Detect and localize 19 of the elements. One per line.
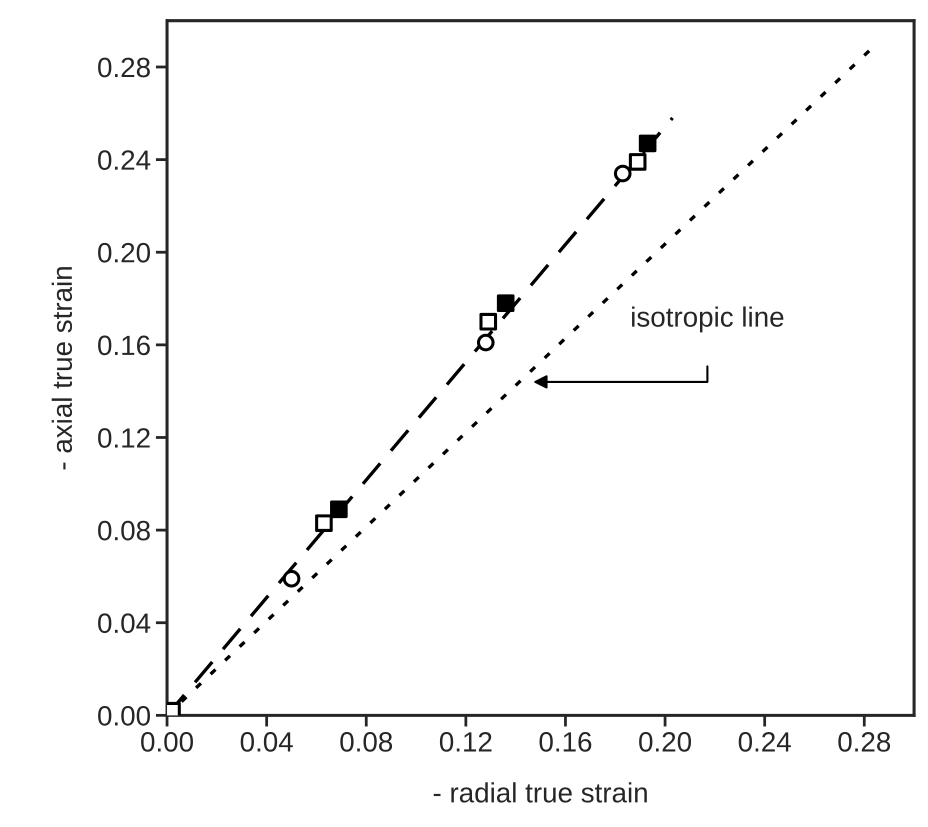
x-tick-label: 0.04 [240, 732, 293, 752]
x-tick-label: 0.00 [141, 732, 193, 752]
y-tick-label: 0.16 [98, 336, 150, 356]
y-tick-label: 0.08 [98, 520, 150, 540]
y-tick-label: 0.12 [98, 428, 150, 448]
y-tick-label: 0.28 [98, 58, 150, 78]
x-tick-label: 0.20 [639, 732, 692, 752]
y-tick-label: 0.00 [98, 706, 150, 726]
x-tick-label: 0.24 [738, 732, 791, 752]
x-tick-label: 0.12 [440, 732, 492, 752]
y-tick-label: 0.20 [98, 242, 150, 263]
y-tick-label: 0.24 [98, 150, 150, 170]
x-tick-label: 0.28 [838, 732, 890, 752]
y-axis-title: - axial true strain [52, 267, 72, 470]
annotation: isotropic line [632, 306, 784, 332]
x-axis-title: - radial true strain [434, 782, 647, 803]
x-tick-label: 0.08 [340, 732, 392, 752]
y-tick-label: 0.04 [98, 613, 150, 634]
x-tick-label: 0.16 [540, 732, 592, 752]
